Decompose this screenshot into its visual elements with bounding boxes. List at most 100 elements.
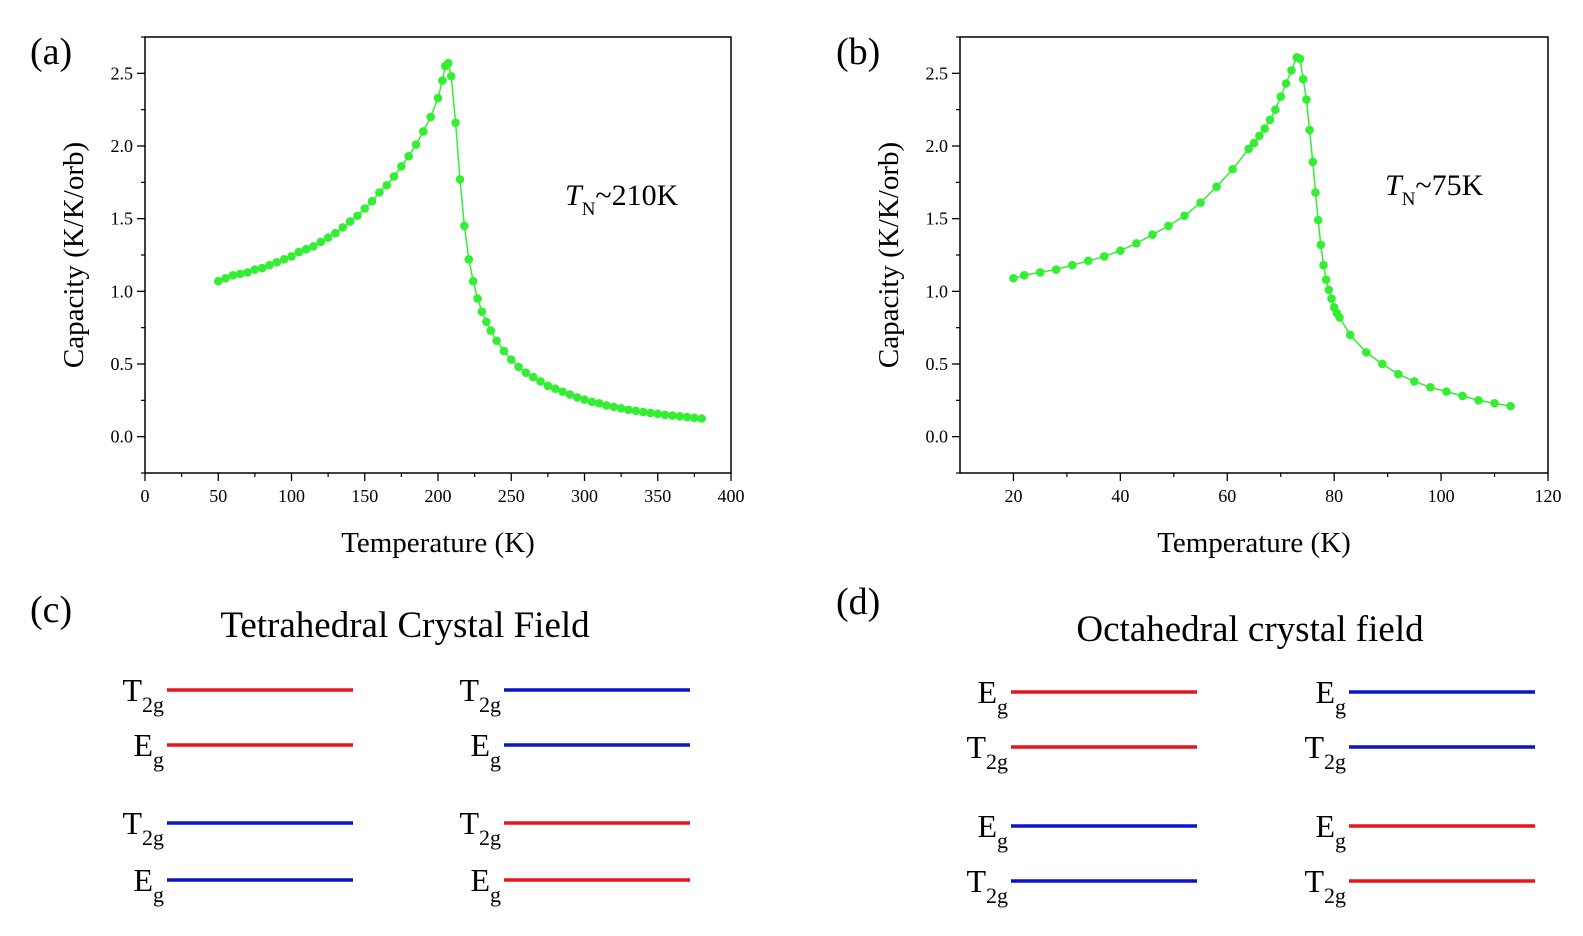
data-point (426, 112, 435, 122)
data-point (1009, 273, 1018, 283)
panel-label: (b) (836, 31, 880, 73)
y-axis-label: Capacity (K/K/orb) (873, 142, 905, 368)
level-subscript: g (153, 882, 164, 907)
level-symbol: E (133, 727, 153, 763)
data-line (1013, 56, 1511, 407)
level-subscript: 2g (986, 883, 1008, 908)
level-symbol: T (122, 672, 142, 708)
data-point (257, 263, 267, 273)
data-point (382, 180, 392, 190)
level-label: Eg (470, 862, 501, 907)
data-point (1212, 182, 1221, 191)
data-point (528, 372, 538, 382)
data-point (477, 307, 487, 316)
data-point (272, 257, 282, 267)
data-point (1255, 131, 1264, 141)
data-point (228, 271, 238, 280)
level-subscript: g (1335, 828, 1346, 853)
x-tick-label: 100 (1428, 486, 1455, 506)
data-point (464, 255, 474, 264)
data-point (338, 223, 348, 232)
data-point (265, 260, 274, 270)
level-symbol: T (459, 672, 479, 708)
data-point (638, 407, 648, 417)
data-point (1308, 157, 1318, 167)
data-point (1019, 271, 1029, 280)
data-point (697, 414, 706, 423)
data-point (1313, 215, 1323, 225)
data-point (1180, 211, 1189, 221)
panel-label: (c) (30, 589, 72, 631)
level-subscript: g (490, 882, 501, 907)
level-symbol: T (1304, 729, 1324, 765)
level-label: T2g (966, 863, 1008, 908)
level-subscript: g (997, 694, 1008, 719)
x-tick-label: 250 (498, 486, 525, 506)
data-point (631, 406, 641, 416)
data-point (1100, 252, 1109, 261)
level-label: Eg (977, 674, 1008, 719)
data-point (565, 390, 575, 399)
data-point (1426, 382, 1435, 392)
y-tick-label: 2.5 (926, 63, 949, 83)
data-point (1302, 95, 1311, 104)
data-point (550, 384, 560, 394)
data-point (287, 252, 296, 261)
data-point (572, 393, 582, 402)
data-point (1335, 313, 1344, 322)
diagram-title: Octahedral crystal field (1076, 609, 1424, 650)
level-subscript: g (153, 747, 164, 772)
y-tick-label: 1.0 (926, 281, 949, 301)
level-label: Eg (470, 727, 501, 772)
data-point (438, 76, 447, 85)
x-tick-label: 0 (141, 486, 150, 506)
data-point (1148, 230, 1157, 239)
y-tick-label: 2.5 (111, 63, 134, 83)
level-subscript: g (1335, 694, 1346, 719)
data-point (1228, 164, 1237, 174)
data-point (397, 162, 406, 171)
data-point (558, 387, 567, 396)
data-point (1196, 198, 1205, 207)
annotation-subscript: N (1402, 189, 1416, 210)
data-point (250, 265, 260, 274)
data-point (1132, 239, 1141, 248)
level-subscript: 2g (986, 749, 1008, 774)
data-point (587, 397, 597, 407)
annotation-symbol: T (565, 179, 584, 212)
data-point (1276, 92, 1286, 101)
data-point (446, 71, 456, 81)
annotation-text: ~210K (595, 179, 678, 212)
level-subscript: 2g (479, 825, 501, 850)
x-tick-label: 300 (571, 486, 598, 506)
level-symbol: E (1315, 674, 1335, 710)
annotation-subscript: N (582, 199, 596, 220)
data-point (1321, 275, 1331, 285)
data-point (543, 381, 553, 391)
data-point (443, 58, 453, 68)
data-point (473, 294, 482, 303)
x-tick-label: 350 (644, 486, 671, 506)
level-label: Eg (1315, 674, 1346, 719)
data-point (316, 237, 326, 247)
diagram-title: Tetrahedral Crystal Field (220, 605, 590, 646)
data-point (675, 412, 685, 421)
level-label: T2g (1304, 729, 1346, 774)
level-symbol: E (133, 862, 153, 898)
panel-label: (d) (836, 581, 880, 623)
data-point (1083, 256, 1093, 266)
data-point (514, 362, 523, 372)
x-tick-label: 80 (1325, 486, 1343, 506)
level-label: Eg (133, 862, 164, 907)
data-point (419, 127, 428, 136)
data-point (389, 172, 399, 181)
data-point (1305, 125, 1314, 135)
level-subscript: g (997, 828, 1008, 853)
data-point (536, 377, 545, 386)
level-subscript: 2g (1324, 749, 1346, 774)
x-tick-label: 60 (1218, 486, 1236, 506)
data-point (455, 175, 465, 184)
level-label: T2g (1304, 863, 1346, 908)
level-label: T2g (966, 729, 1008, 774)
data-point (301, 244, 311, 254)
